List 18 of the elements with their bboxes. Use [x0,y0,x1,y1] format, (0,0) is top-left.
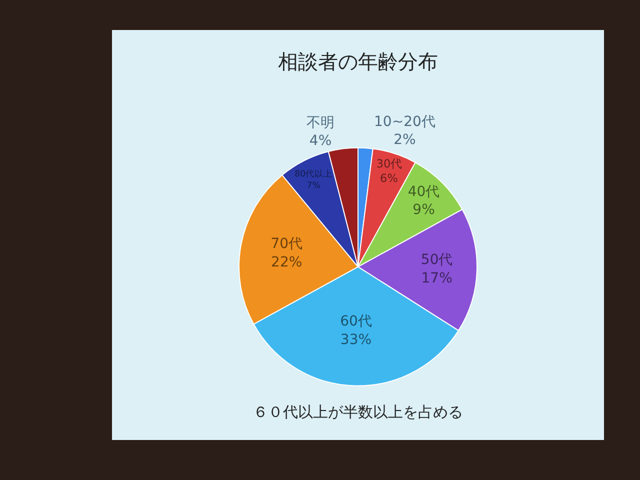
slice-label: 不明 [306,114,335,131]
slice-label: 70代 [270,236,303,252]
text: ６０代以上が半数以上を占める [253,403,463,421]
slice-label: 60代 [340,314,372,330]
slice-label: 50代 [420,252,453,268]
slice-label: 10~20代 [374,114,436,130]
data-label: 4% [309,133,332,150]
data-label: 7% [306,180,321,191]
slice-label: 80代以上 [294,168,333,180]
data-label: 22% [271,254,302,270]
slice-label: 30代 [376,157,402,170]
data-label: 2% [394,132,416,148]
chart-title: 相談者の年齢分布 [278,50,438,74]
data-label: 17% [421,270,452,286]
slice-label: 40代 [408,184,440,200]
data-label: 6% [380,172,398,186]
data-label: 33% [340,332,372,348]
data-label: 9% [412,202,435,218]
